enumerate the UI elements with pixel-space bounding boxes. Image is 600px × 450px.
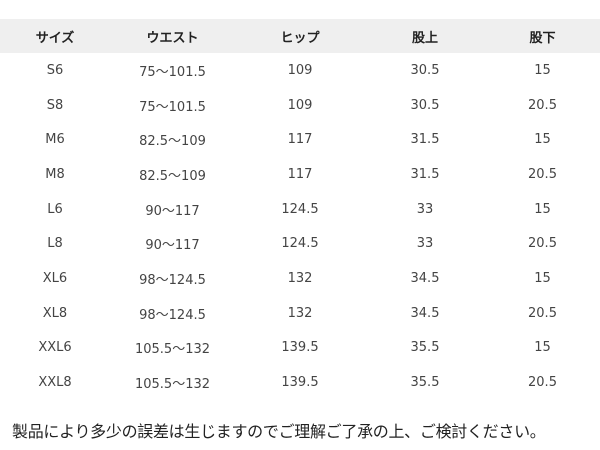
table-row: S8 75～101.5 109 30.5 20.5 — [0, 88, 600, 123]
header-size: サイズ — [0, 19, 110, 53]
cell-waist: 82.5～109 — [139, 168, 206, 184]
cell-hip: 124.5 — [281, 201, 319, 217]
cell-size: L8 — [47, 236, 63, 252]
cell-hip: 109 — [287, 62, 313, 78]
table-row: XL6 98～124.5 132 34.5 15 — [0, 261, 600, 296]
cell-rise: 34.5 — [410, 305, 440, 321]
cell-rise: 34.5 — [410, 270, 440, 286]
header-hip: ヒップ — [235, 19, 365, 53]
cell-size: XXL6 — [38, 340, 72, 356]
cell-rise: 35.5 — [410, 375, 440, 391]
cell-hip: 117 — [287, 132, 313, 148]
cell-size: XXL8 — [38, 375, 72, 391]
cell-size: M8 — [45, 166, 65, 182]
cell-inseam: 15 — [534, 132, 551, 148]
cell-waist: 90～117 — [145, 238, 200, 254]
cell-inseam: 20.5 — [528, 236, 557, 252]
cell-waist: 82.5～109 — [139, 134, 206, 150]
cell-hip: 124.5 — [281, 236, 319, 252]
header-waist: ウエスト — [110, 19, 235, 53]
cell-hip: 132 — [287, 305, 313, 321]
cell-hip: 139.5 — [281, 375, 319, 391]
table-row: XL8 98～124.5 132 34.5 20.5 — [0, 296, 600, 331]
disclaimer-note: 製品により多少の誤差は生じますのでご理解ご了承の上、ご検討ください。 — [12, 422, 546, 441]
cell-rise: 35.5 — [410, 340, 440, 356]
cell-inseam: 15 — [534, 62, 551, 78]
cell-waist: 98～124.5 — [139, 272, 206, 288]
cell-rise: 30.5 — [410, 97, 440, 113]
cell-inseam: 20.5 — [528, 166, 557, 182]
cell-hip: 139.5 — [281, 340, 319, 356]
table-row: XXL6 105.5～132 139.5 35.5 15 — [0, 331, 600, 366]
table-row: L8 90～117 124.5 33 20.5 — [0, 226, 600, 261]
cell-rise: 30.5 — [410, 62, 440, 78]
cell-inseam: 15 — [534, 201, 551, 217]
cell-size: S8 — [46, 97, 64, 113]
cell-waist: 75～101.5 — [139, 64, 206, 80]
table-row: M6 82.5～109 117 31.5 15 — [0, 122, 600, 157]
cell-size: M6 — [45, 132, 65, 148]
cell-inseam: 15 — [534, 340, 551, 356]
table-row: XXL8 105.5～132 139.5 35.5 20.5 — [0, 365, 600, 400]
cell-hip: 109 — [287, 97, 313, 113]
cell-inseam: 15 — [534, 270, 551, 286]
cell-hip: 117 — [287, 166, 313, 182]
table-row: M8 82.5～109 117 31.5 20.5 — [0, 157, 600, 192]
header-inseam: 股下 — [485, 19, 600, 53]
cell-size: S6 — [46, 62, 64, 78]
cell-inseam: 20.5 — [528, 305, 557, 321]
table-row: L6 90～117 124.5 33 15 — [0, 192, 600, 227]
header-row: サイズ ウエスト ヒップ 股上 股下 — [0, 19, 600, 53]
cell-size: XL6 — [42, 270, 68, 286]
cell-inseam: 20.5 — [528, 97, 557, 113]
cell-rise: 31.5 — [410, 132, 440, 148]
cell-waist: 105.5～132 — [134, 377, 211, 393]
cell-waist: 105.5～132 — [134, 342, 211, 358]
cell-waist: 90～117 — [145, 203, 200, 219]
cell-hip: 132 — [287, 270, 313, 286]
size-table: サイズ ウエスト ヒップ 股上 股下 S6 75～101.5 109 30.5 15 S8… — [0, 19, 600, 400]
cell-waist: 98～124.5 — [139, 307, 206, 323]
cell-inseam: 20.5 — [528, 375, 557, 391]
cell-size: L6 — [47, 201, 63, 217]
table-row: S6 75～101.5 109 30.5 15 — [0, 53, 600, 88]
cell-rise: 33 — [416, 201, 434, 217]
cell-rise: 31.5 — [410, 166, 440, 182]
cell-waist: 75～101.5 — [139, 99, 206, 115]
header-rise: 股上 — [365, 19, 485, 53]
cell-rise: 33 — [416, 236, 434, 252]
cell-size: XL8 — [42, 305, 68, 321]
